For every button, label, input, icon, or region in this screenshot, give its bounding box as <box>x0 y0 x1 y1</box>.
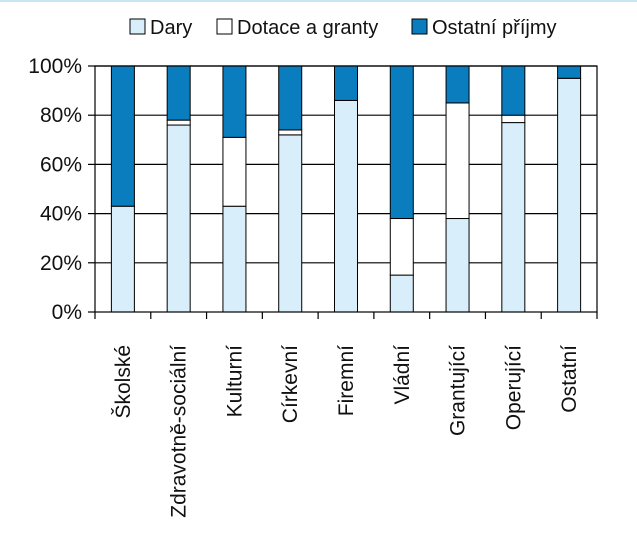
bar-segment-ostatni <box>222 65 247 138</box>
legend-swatch <box>129 18 146 35</box>
y-tick-label: 20% <box>40 252 82 275</box>
x-category-label: Kulturní <box>223 345 246 418</box>
axes <box>94 65 598 313</box>
bar-segment-ostatni <box>166 65 191 121</box>
top-divider <box>0 0 637 2</box>
x-category-label: Školské <box>112 345 135 419</box>
legend-swatch <box>411 18 428 35</box>
bar-segment-ostatni <box>389 65 414 220</box>
bar-segment-dotace <box>445 102 470 220</box>
bar-segment-dary <box>222 205 247 313</box>
bar-segment-dotace <box>278 129 303 136</box>
y-tick-label: 80% <box>40 104 82 127</box>
bar-segment-dotace <box>389 218 414 276</box>
y-axis-ticks: 0% 20% 40% 60% 80% 100% <box>28 55 95 324</box>
y-tick-label: 100% <box>28 55 82 78</box>
plot-area-border <box>94 65 598 313</box>
bar-segment-dary <box>166 124 191 313</box>
bar-segment-dotace <box>501 114 526 124</box>
x-category-label: Ostatní <box>558 345 581 413</box>
legend: Dary Dotace a granty Ostatní příjmy <box>129 17 556 39</box>
legend-label: Ostatní příjmy <box>432 17 556 39</box>
bar-segment-dary <box>445 218 470 313</box>
bar-segment-dary <box>334 99 358 313</box>
bar-segment-ostatni <box>557 65 582 79</box>
x-category-label: Církevní <box>279 345 302 423</box>
bar-segment-ostatni <box>278 65 303 131</box>
bars <box>110 65 582 313</box>
bar-segment-ostatni <box>445 65 470 104</box>
bar-segment-dary <box>501 122 526 313</box>
y-tick-label: 60% <box>40 153 82 176</box>
legend-swatch <box>216 18 233 35</box>
bar-segment-dotace <box>166 119 191 126</box>
x-category-label: Operující <box>502 345 525 430</box>
legend-label: Dotace a granty <box>237 17 378 39</box>
bar-segment-dary <box>110 205 135 313</box>
legend-label: Dary <box>150 17 192 39</box>
x-category-label: Firemní <box>335 345 358 416</box>
bar-segment-dotace <box>222 136 247 207</box>
bar-segment-ostatni <box>501 65 526 116</box>
x-axis-categories: Školské Zdravotně-sociální Kulturní Církevn… <box>94 312 598 518</box>
x-category-label: Vládní <box>391 345 414 405</box>
bar-segment-ostatni <box>110 65 135 207</box>
bar-segment-dary <box>389 274 414 313</box>
bar-segment-dary <box>557 77 582 313</box>
bar-segment-dary <box>278 134 303 313</box>
y-tick-label: 0% <box>52 301 82 324</box>
y-tick-label: 40% <box>40 203 82 226</box>
x-category-label: Grantující <box>447 345 470 436</box>
x-category-label: Zdravotně-sociální <box>168 345 191 518</box>
bar-segment-ostatni <box>334 65 358 101</box>
